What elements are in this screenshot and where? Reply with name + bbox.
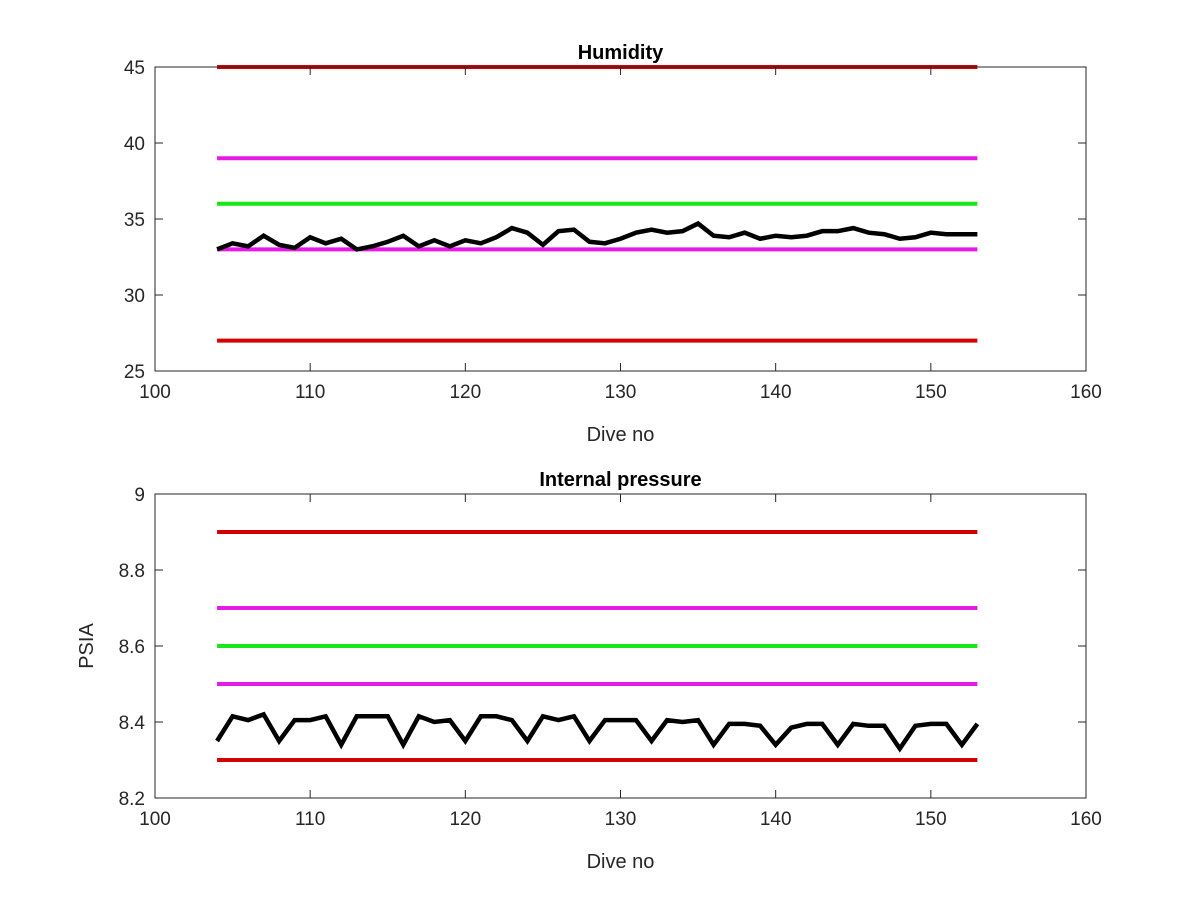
humidity-title: Humidity xyxy=(578,42,664,64)
humidity-x-axis-label: Dive no xyxy=(587,424,655,446)
humidity-x-tick-label: 150 xyxy=(915,382,947,403)
humidity-x-tick-label: 140 xyxy=(760,382,792,403)
humidity-x-tick-label: 110 xyxy=(295,382,325,403)
pressure-x-tick-label: 160 xyxy=(1070,809,1102,830)
pressure-x-axis-label: Dive no xyxy=(587,851,655,873)
humidity-y-tick-label: 40 xyxy=(124,134,145,155)
pressure-y-tick-label: 8.8 xyxy=(119,561,145,582)
humidity-x-tick-label: 160 xyxy=(1070,382,1102,403)
pressure-x-tick-label: 100 xyxy=(139,809,171,830)
humidity-y-tick-label: 45 xyxy=(124,58,145,79)
humidity-ticks-layer: 100 110 120 130 140 150 160 25 30 35 40 45 xyxy=(124,58,1102,403)
humidity-x-tick-label: 130 xyxy=(605,382,637,403)
pressure-y-tick-label: 8.4 xyxy=(119,713,146,734)
pressure-x-tick-label: 130 xyxy=(605,809,637,830)
humidity-x-tick-label: 120 xyxy=(449,382,481,403)
humidity-chart: 100 110 120 130 140 150 160 25 30 35 40 45 Humidity… xyxy=(124,42,1102,446)
humidity-x-tick-label: 100 xyxy=(139,382,171,403)
humidity-y-tick-label: 30 xyxy=(124,286,145,307)
pressure-y-axis-label: PSIA xyxy=(76,623,98,669)
humidity-series-layer xyxy=(216,65,978,343)
internal-pressure-chart: 100 110 120 130 140 150 160 8.2 8.4 8.6 8.8 9 Inter… xyxy=(76,469,1102,873)
pressure-data-line xyxy=(215,711,980,753)
humidity-y-tick-label: 25 xyxy=(124,362,145,383)
pressure-x-tick-label: 150 xyxy=(915,809,947,830)
pressure-title: Internal pressure xyxy=(539,469,701,491)
pressure-series-layer xyxy=(215,530,980,762)
humidity-axes-frame xyxy=(154,66,1087,372)
pressure-x-tick-label: 120 xyxy=(449,809,481,830)
pressure-x-tick-label: 110 xyxy=(295,809,325,830)
pressure-x-tick-label: 140 xyxy=(760,809,792,830)
pressure-y-tick-label: 8.6 xyxy=(119,637,145,658)
humidity-data-line xyxy=(216,220,978,252)
humidity-y-tick-label: 35 xyxy=(124,210,145,231)
pressure-y-tick-label: 9 xyxy=(134,485,145,506)
pressure-ticks-layer: 100 110 120 130 140 150 160 8.2 8.4 8.6 8.8 9 xyxy=(119,485,1102,830)
pressure-y-tick-label: 8.2 xyxy=(119,789,145,810)
